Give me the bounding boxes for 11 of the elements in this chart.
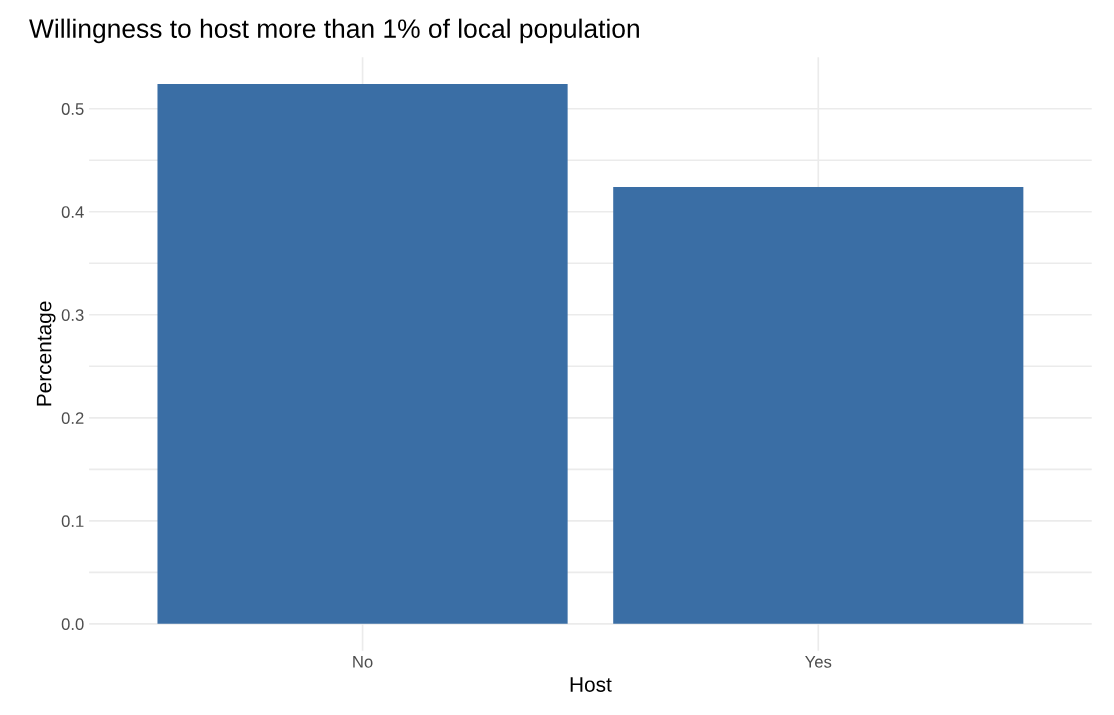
x-tick-label: No	[353, 656, 373, 668]
y-tick-label: 0.4	[61, 206, 84, 218]
y-tick-label: 0.0	[61, 618, 84, 631]
y-tick-label: 0.3	[61, 309, 84, 321]
chart-title: Willingness to host more than 1% of local population	[29, 18, 639, 44]
y-tick-label: 0.1	[61, 515, 84, 528]
y-axis-title: Percentage	[36, 301, 56, 406]
x-axis-title: Host	[570, 677, 612, 692]
y-tick-label: 0.2	[61, 412, 84, 425]
y-tick-label: 0.5	[61, 103, 84, 115]
x-tick-label: Yes	[805, 656, 832, 668]
